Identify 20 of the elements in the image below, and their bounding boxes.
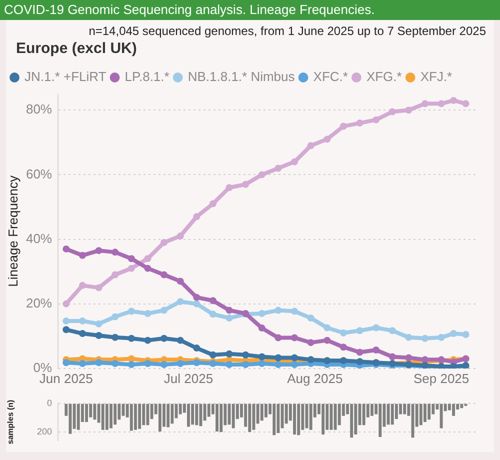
y-tick-label: 200 bbox=[36, 426, 52, 436]
x-tick-label: Jul 2025 bbox=[164, 370, 214, 386]
text: COVID-19 Genomic Sequencing analysis. Lineage Frequencies. bbox=[0, 0, 500, 20]
legend-label: XFG.* bbox=[366, 69, 402, 84]
y-tick-label: 80% bbox=[26, 102, 52, 117]
legend-label: XFJ.* bbox=[420, 69, 452, 84]
legend-label: LP.8.1.* bbox=[124, 69, 170, 84]
y-tick-label: 20% bbox=[26, 295, 52, 310]
y-axis-title: samples (n) bbox=[6, 399, 16, 444]
y-axis-title: Lineage Frequency bbox=[5, 175, 20, 287]
chart-title: Europe (excl UK) bbox=[15, 39, 138, 58]
x-tick-label: Sep 2025 bbox=[413, 370, 470, 386]
y-tick-label: 40% bbox=[26, 230, 52, 246]
y-tick-label: 60% bbox=[26, 166, 52, 182]
legend-label: NB.1.8.1.* Nimbus bbox=[188, 69, 296, 84]
x-tick-label: Aug 2025 bbox=[287, 370, 343, 386]
chart-subtitle: n=14,045 sequenced genomes, from 1 June 2025 up to 7 September 2025 bbox=[88, 23, 487, 38]
legend-label: JN.1.* +FLiRT bbox=[24, 69, 106, 84]
legend-label: XFC.* bbox=[313, 69, 348, 84]
y-tick-label: 0 bbox=[46, 398, 52, 408]
